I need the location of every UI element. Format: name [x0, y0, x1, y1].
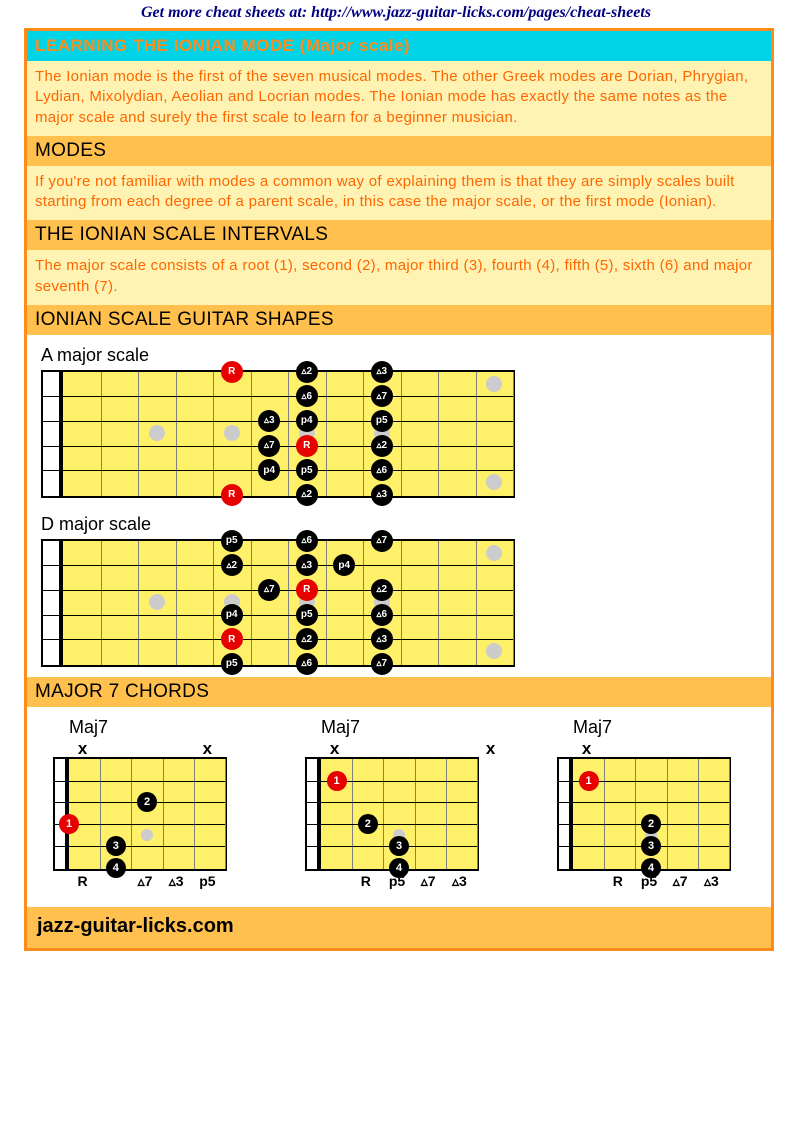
scale-note: p4	[333, 554, 355, 576]
chord-diagram: Maj7xx1234R▵7▵3p5	[45, 717, 245, 895]
scale-d-title: D major scale	[41, 514, 763, 535]
scale-note: ▵3	[371, 361, 393, 383]
scale-note: R	[296, 435, 318, 457]
scale-note: ▵6	[296, 385, 318, 407]
page-title: LEARNING THE IONIAN MODE (Major scale)	[27, 31, 771, 61]
scale-note: ▵7	[371, 385, 393, 407]
scale-note: ▵6	[296, 653, 318, 675]
scale-note: ▵2	[371, 435, 393, 457]
chord-interval-label: p5	[389, 873, 405, 889]
scale-note: ▵2	[221, 554, 243, 576]
chord-finger-dot: 2	[137, 792, 157, 812]
fretboard-d-major: p5▵6▵7▵2▵3p4▵7R▵2p4p5▵6R▵2▵3p5▵6▵7	[41, 539, 515, 667]
chord-interval-label: R	[361, 873, 371, 889]
chord-title: Maj7	[321, 717, 497, 738]
chord-finger-dot: 1	[579, 771, 599, 791]
scale-note: ▵3	[371, 628, 393, 650]
chords-header: MAJOR 7 CHORDS	[27, 677, 771, 707]
scale-note: ▵6	[371, 459, 393, 481]
chord-mute-mark: x	[78, 739, 87, 759]
top-link[interactable]: Get more cheat sheets at: http://www.jaz…	[0, 4, 792, 22]
chord-title: Maj7	[69, 717, 245, 738]
fretboard-a-major: R▵2▵3▵6▵7▵3p4p5▵7R▵2p4p5▵6R▵2▵3	[41, 370, 515, 498]
chord-diagram: Maj7x1234Rp5▵7▵3	[549, 717, 749, 895]
modes-text: If you're not familiar with modes a comm…	[27, 166, 771, 221]
chord-interval-label: ▵3	[452, 873, 467, 890]
scale-note: ▵6	[296, 530, 318, 552]
chord-interval-label: ▵3	[704, 873, 719, 890]
chord-finger-dot: 3	[389, 836, 409, 856]
scale-note: ▵2	[296, 628, 318, 650]
chord-interval-label: ▵3	[169, 873, 184, 890]
scale-note: ▵3	[258, 410, 280, 432]
scale-note: R	[296, 579, 318, 601]
scale-d-section: D major scale p5 ▵6 ▵7 ▵2 ▵3 p4 ▵7 R ▵2 p4 p5 ▵6 R ▵2…	[27, 508, 771, 677]
scale-note: ▵7	[258, 435, 280, 457]
scale-note: p4	[296, 410, 318, 432]
scale-note: R	[221, 628, 243, 650]
scale-note: p5	[296, 459, 318, 481]
scale-note: ▵3	[371, 484, 393, 506]
scale-note: R	[221, 484, 243, 506]
chord-finger-dot: 2	[358, 814, 378, 834]
chord-finger-dot: 3	[641, 836, 661, 856]
scale-note: ▵2	[371, 579, 393, 601]
shapes-header: IONIAN SCALE GUITAR SHAPES	[27, 305, 771, 335]
scale-note: p5	[221, 653, 243, 675]
scale-note: ▵7	[371, 653, 393, 675]
chords-section: Maj7xx1234R▵7▵3p5Maj7xx1234Rp5▵7▵3Maj7x1…	[27, 707, 771, 907]
scale-a-title: A major scale	[41, 345, 763, 366]
chord-title: Maj7	[573, 717, 749, 738]
scale-note: ▵6	[371, 604, 393, 626]
main-frame: LEARNING THE IONIAN MODE (Major scale) T…	[24, 28, 774, 951]
chord-mute-mark: x	[203, 739, 212, 759]
modes-header: MODES	[27, 136, 771, 166]
scale-note: ▵7	[371, 530, 393, 552]
chord-finger-dot: 1	[327, 771, 347, 791]
chord-interval-label: ▵7	[421, 873, 436, 890]
scale-note: ▵3	[296, 554, 318, 576]
scale-note: p5	[371, 410, 393, 432]
chord-finger-dot: 1	[59, 814, 79, 834]
chord-finger-dot: 2	[641, 814, 661, 834]
scale-note: p4	[221, 604, 243, 626]
scale-note: p5	[221, 530, 243, 552]
intervals-header: THE IONIAN SCALE INTERVALS	[27, 220, 771, 250]
chord-interval-label: p5	[641, 873, 657, 889]
chord-finger-dot: 3	[106, 836, 126, 856]
chord-interval-label: ▵7	[673, 873, 688, 890]
intervals-text: The major scale consists of a root (1), …	[27, 250, 771, 305]
scale-note: ▵2	[296, 361, 318, 383]
chord-diagram: Maj7xx1234Rp5▵7▵3	[297, 717, 497, 895]
scale-note: p5	[296, 604, 318, 626]
chord-interval-label: p5	[199, 873, 215, 889]
chord-mute-mark: x	[330, 739, 339, 759]
scale-note: R	[221, 361, 243, 383]
chord-interval-label: R	[78, 873, 88, 889]
chord-interval-label: ▵7	[138, 873, 153, 890]
scale-a-section: A major scale R▵2▵3▵6▵7▵3p4p5▵7R▵2p4p5▵6…	[27, 335, 771, 508]
scale-note: p4	[258, 459, 280, 481]
intro-text: The Ionian mode is the first of the seve…	[27, 61, 771, 136]
scale-note: ▵2	[296, 484, 318, 506]
chord-mute-mark: x	[486, 739, 495, 759]
chord-mute-mark: x	[582, 739, 591, 759]
scale-note: ▵7	[258, 579, 280, 601]
footer-link[interactable]: jazz-guitar-licks.com	[27, 907, 771, 948]
chord-interval-label: R	[613, 873, 623, 889]
